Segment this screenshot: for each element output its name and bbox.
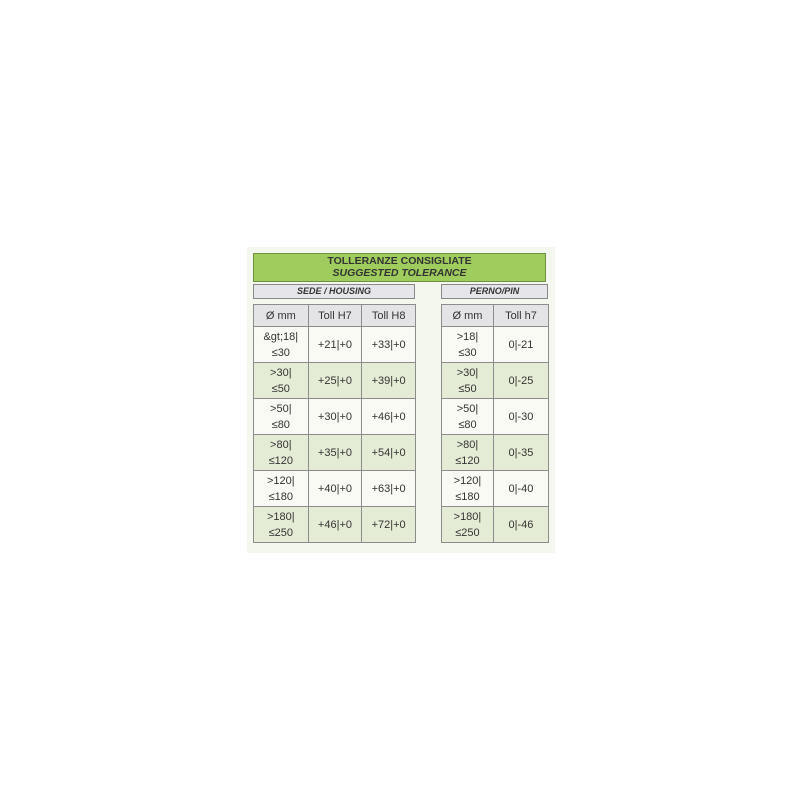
table-cell: +46|+0 <box>307 506 363 543</box>
cell-value: 0|-30 <box>508 410 534 423</box>
cell-value: >30|≤50 <box>270 366 292 395</box>
table-row: >80|≤120 0|-35 <box>441 434 550 471</box>
table-row: >30|≤50 0|-25 <box>441 362 550 399</box>
table-row: >180|≤250 +46|+0 +72|+0 <box>253 506 416 543</box>
pin-table: Ø mm Toll h7 >18|≤30 0|-21 >30|≤50 0|-25 >50|≤… <box>441 304 550 543</box>
cell-value: +33|+0 <box>371 338 406 351</box>
table-cell: >50|≤80 <box>253 398 309 435</box>
table-cell: +33|+0 <box>361 326 416 363</box>
column-header: Toll h7 <box>492 304 550 327</box>
cell-value: +25|+0 <box>317 374 352 387</box>
cell-value: +21|+0 <box>317 338 352 351</box>
cell-value: &gt;18|≤30 <box>263 330 299 359</box>
table-cell: +21|+0 <box>307 326 363 363</box>
cell-value: 0|-35 <box>508 446 534 459</box>
table-row: >80|≤120 +35|+0 +54|+0 <box>253 434 416 471</box>
housing-label: SEDE / HOUSING <box>253 284 415 299</box>
column-header: Toll H7 <box>307 304 363 327</box>
table-cell: >80|≤120 <box>441 434 494 471</box>
cell-value: >80|≤120 <box>268 438 293 467</box>
pin-label: PERNO/PIN <box>441 284 548 299</box>
table-cell: >80|≤120 <box>253 434 309 471</box>
cell-value: >120|≤180 <box>266 474 295 503</box>
table-cell: >180|≤250 <box>441 506 494 543</box>
column-header: Toll H8 <box>361 304 416 327</box>
cell-value: >50|≤80 <box>456 402 479 431</box>
table-cell: >30|≤50 <box>253 362 309 399</box>
cell-value: +54|+0 <box>371 446 406 459</box>
header-row: Ø mm Toll h7 <box>441 304 550 327</box>
table-cell: 0|-35 <box>492 434 550 471</box>
table-cell: 0|-30 <box>492 398 550 435</box>
table-cell: >30|≤50 <box>441 362 494 399</box>
table-row: >120|≤180 +40|+0 +63|+0 <box>253 470 416 507</box>
column-header: Ø mm <box>253 304 309 327</box>
cell-value: +63|+0 <box>371 482 406 495</box>
cell-value: >180|≤250 <box>453 510 482 539</box>
table-cell: >50|≤80 <box>441 398 494 435</box>
cell-value: 0|-21 <box>508 338 534 351</box>
table-row: >180|≤250 0|-46 <box>441 506 550 543</box>
table-title: TOLLERANZE CONSIGLIATE SUGGESTED TOLERAN… <box>253 253 546 282</box>
cell-value: +72|+0 <box>371 518 406 531</box>
table-row: >50|≤80 0|-30 <box>441 398 550 435</box>
cell-value: >50|≤80 <box>270 402 292 431</box>
table-cell: 0|-40 <box>492 470 550 507</box>
table-cell: +40|+0 <box>307 470 363 507</box>
table-cell: +35|+0 <box>307 434 363 471</box>
cell-value: >30|≤50 <box>456 366 479 395</box>
table-cell: +46|+0 <box>361 398 416 435</box>
cell-value: +30|+0 <box>317 410 352 423</box>
table-row: >18|≤30 0|-21 <box>441 326 550 363</box>
table-cell: +30|+0 <box>307 398 363 435</box>
table-row: &gt;18|≤30 +21|+0 +33|+0 <box>253 326 416 363</box>
table-row: >30|≤50 +25|+0 +39|+0 <box>253 362 416 399</box>
cell-value: >120|≤180 <box>453 474 482 503</box>
table-row: >120|≤180 0|-40 <box>441 470 550 507</box>
cell-value: +46|+0 <box>317 518 352 531</box>
table-cell: +54|+0 <box>361 434 416 471</box>
title-italian: TOLLERANZE CONSIGLIATE <box>327 255 472 267</box>
table-cell: &gt;18|≤30 <box>253 326 309 363</box>
cell-value: +35|+0 <box>317 446 352 459</box>
column-header: Ø mm <box>441 304 494 327</box>
table-cell: >120|≤180 <box>253 470 309 507</box>
table-cell: >120|≤180 <box>441 470 494 507</box>
table-cell: 0|-46 <box>492 506 550 543</box>
cell-value: 0|-40 <box>508 482 534 495</box>
table-cell: +39|+0 <box>361 362 416 399</box>
table-cell: 0|-25 <box>492 362 550 399</box>
table-cell: +25|+0 <box>307 362 363 399</box>
cell-value: +46|+0 <box>371 410 406 423</box>
header-row: Ø mm Toll H7 Toll H8 <box>253 304 416 327</box>
cell-value: 0|-25 <box>508 374 534 387</box>
cell-value: >18|≤30 <box>456 330 479 359</box>
table-cell: 0|-21 <box>492 326 550 363</box>
cell-value: 0|-46 <box>508 518 534 531</box>
table-cell: +63|+0 <box>361 470 416 507</box>
cell-value: +40|+0 <box>317 482 352 495</box>
table-cell: +72|+0 <box>361 506 416 543</box>
table-row: >50|≤80 +30|+0 +46|+0 <box>253 398 416 435</box>
cell-value: >180|≤250 <box>266 510 295 539</box>
table-cell: >18|≤30 <box>441 326 494 363</box>
table-cell: >180|≤250 <box>253 506 309 543</box>
title-english: SUGGESTED TOLERANCE <box>332 267 467 279</box>
housing-table: Ø mm Toll H7 Toll H8 &gt;18|≤30 +21|+0 +33|+0… <box>253 304 416 543</box>
cell-value: +39|+0 <box>371 374 406 387</box>
cell-value: >80|≤120 <box>455 438 480 467</box>
